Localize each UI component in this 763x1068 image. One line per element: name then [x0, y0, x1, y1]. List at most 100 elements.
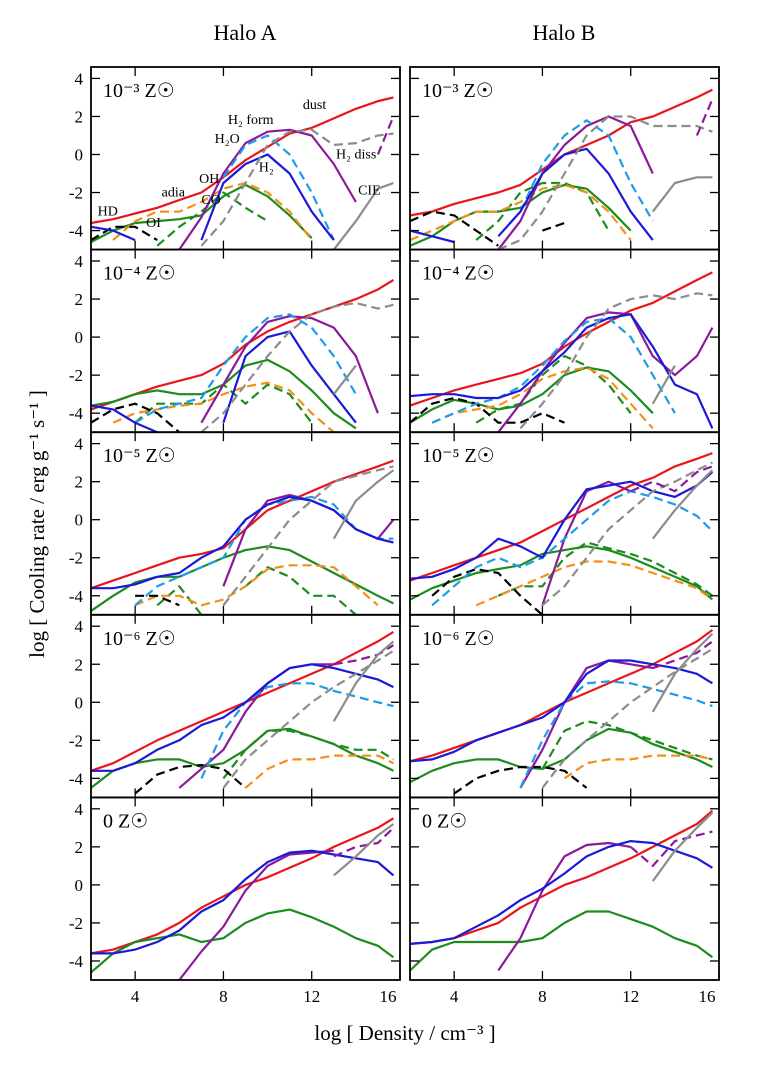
- series-line: [431, 490, 714, 607]
- series-line: [410, 910, 714, 972]
- series-line: [134, 564, 379, 607]
- y-tick-label: 4: [75, 435, 84, 454]
- series-line: [431, 568, 544, 615]
- y-tick-label: -2: [69, 366, 83, 385]
- series-line: [541, 461, 713, 607]
- series-line: [91, 908, 395, 974]
- panel: -4 -2 0 2 4 10⁻⁵ Z☉: [69, 431, 401, 616]
- series-line: [91, 849, 395, 955]
- series-line: [541, 648, 713, 789]
- series-line: [410, 183, 632, 247]
- panel-label: 10⁻⁶ Z☉: [103, 628, 176, 650]
- y-tick-label: -4: [69, 404, 84, 423]
- series-line: [134, 764, 247, 795]
- series-line: [178, 849, 334, 981]
- x-tick-label: 4: [131, 987, 140, 1006]
- plot-area: [91, 817, 395, 981]
- y-tick-label: 2: [75, 107, 84, 126]
- series-line: [410, 210, 565, 247]
- series-line: [563, 754, 713, 780]
- series-line: [410, 809, 714, 945]
- series-line: [156, 191, 269, 247]
- series-line: [630, 465, 713, 493]
- panel-label: 0 Z☉: [103, 810, 148, 832]
- plot-area: [410, 88, 714, 250]
- y-tick-label: 0: [75, 693, 84, 712]
- y-tick-label: -2: [69, 731, 83, 750]
- series-line: [541, 720, 713, 770]
- column-title: Halo A: [214, 20, 277, 45]
- panel-label: 10⁻³ Z☉: [422, 80, 494, 102]
- series-label: H₂: [259, 161, 274, 176]
- y-tick-label: -4: [69, 952, 84, 971]
- series-line: [244, 754, 394, 789]
- series-line: [410, 183, 632, 242]
- y-axis-label: log [ Cooling rate / erg g⁻¹ s⁻¹ ]: [25, 390, 49, 658]
- panel: -4 -2 0 2 4 10⁻⁴ Z☉: [69, 248, 401, 434]
- series-line: [333, 823, 395, 877]
- y-tick-label: 2: [75, 655, 84, 674]
- series-line: [222, 134, 335, 241]
- y-tick-label: 2: [75, 473, 84, 492]
- series-line: [91, 402, 181, 433]
- series-line: [410, 396, 565, 424]
- series-line: [497, 115, 713, 250]
- series-line: [222, 493, 395, 587]
- series-label: H₂O: [215, 132, 240, 147]
- series-line: [431, 366, 654, 430]
- y-tick-label: 4: [75, 617, 84, 636]
- series-line: [475, 560, 714, 607]
- series-line: [410, 147, 654, 244]
- series-line: [541, 480, 632, 606]
- series-line: [200, 682, 394, 779]
- plot-area: [410, 271, 714, 433]
- series-line: [200, 315, 379, 424]
- series-line: [156, 566, 357, 615]
- series-line: [332, 364, 357, 395]
- series-line: [651, 811, 714, 882]
- series-line: [200, 301, 394, 433]
- series-line: [376, 116, 395, 155]
- series-line: [91, 817, 394, 955]
- panel: adia OH HD CO OI H₂ form H₂O H₂ dust H₂ diss CIE -4…: [69, 66, 401, 251]
- y-tick-label: 4: [75, 252, 84, 271]
- series-line: [112, 381, 335, 433]
- panel: 10⁻⁵ Z☉: [409, 431, 720, 616]
- panel-label: 0 Z☉: [422, 810, 467, 832]
- series-label: CIE: [358, 183, 381, 198]
- series-line: [135, 594, 180, 607]
- panel-label: 10⁻⁴ Z☉: [422, 263, 495, 285]
- x-tick-label: 12: [622, 987, 639, 1006]
- series-line: [410, 313, 714, 429]
- y-tick-label: -2: [69, 184, 83, 203]
- series-label: adia: [162, 185, 186, 200]
- series-line: [332, 469, 395, 540]
- x-tick-label: 8: [538, 987, 547, 1006]
- panel: -4 -2 0 2 4 4 8 12 16 0 Z☉: [69, 796, 401, 1006]
- series-line: [91, 153, 335, 242]
- y-tick-label: -4: [69, 769, 84, 788]
- series-line: [332, 181, 394, 250]
- series-line: [91, 630, 394, 772]
- y-tick-label: 0: [75, 328, 84, 347]
- y-tick-label: 0: [75, 145, 84, 164]
- series-line: [497, 541, 714, 597]
- panel: 10⁻³ Z☉: [409, 66, 720, 251]
- series-line: [91, 545, 394, 612]
- series-line: [519, 119, 654, 222]
- y-tick-label: 4: [75, 800, 84, 819]
- panel: 10⁻⁶ Z☉: [409, 613, 720, 799]
- y-tick-label: -4: [69, 587, 84, 606]
- series-line: [651, 469, 714, 540]
- y-tick-label: 0: [75, 511, 84, 530]
- series-line: [497, 841, 631, 972]
- series-line: [475, 355, 632, 424]
- series-line: [178, 128, 357, 250]
- panel: -4 -2 0 2 4 10⁻⁶ Z☉: [69, 613, 401, 799]
- panel: 10⁻⁴ Z☉: [409, 248, 720, 434]
- plot-area: [91, 96, 395, 250]
- y-tick-label: 2: [75, 290, 84, 309]
- series-label: OI: [146, 216, 161, 231]
- series-line: [453, 765, 588, 795]
